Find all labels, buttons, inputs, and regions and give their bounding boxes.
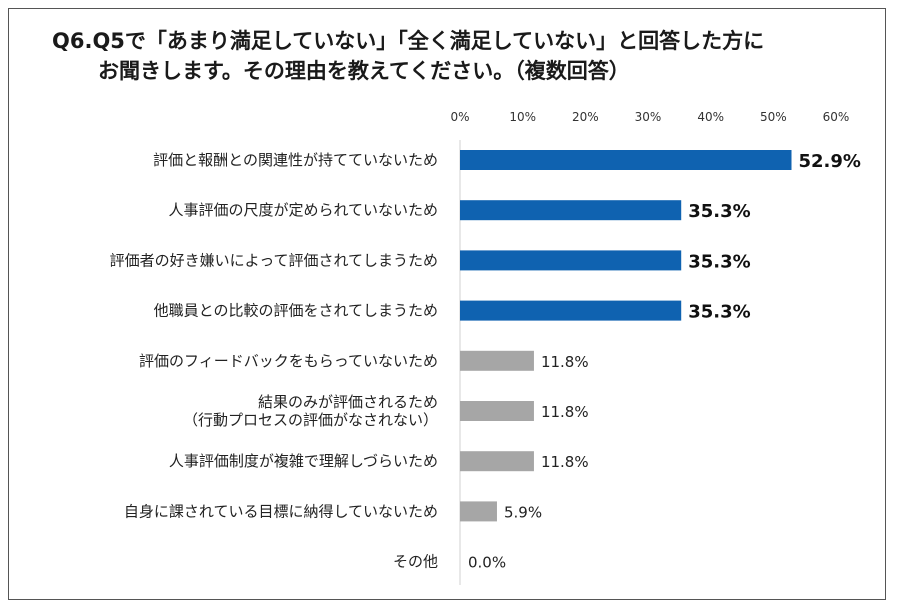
- chart-title: Q6.Q5で「あまり満足していない」「全く満足していない」と回答した方に お聞き…: [52, 26, 764, 86]
- category-label: 人事評価の尺度が定められていないため: [168, 201, 438, 219]
- category-label: 人事評価制度が複雑で理解しづらいため: [169, 452, 438, 470]
- chart-title-line-1: Q6.Q5で「あまり満足していない」「全く満足していない」と回答した方に: [52, 29, 765, 53]
- value-label: 35.3%: [688, 302, 750, 323]
- category-label: （行動プロセスの評価がなされない）: [183, 411, 438, 429]
- x-tick-label: 30%: [635, 110, 662, 124]
- value-label: 11.8%: [541, 453, 589, 471]
- chart-title-line-2: お聞きします。その理由を教えてください。（複数回答）: [98, 59, 630, 83]
- category-label: その他: [393, 553, 438, 571]
- value-label: 11.8%: [541, 403, 589, 421]
- x-tick-label: 60%: [823, 110, 850, 124]
- x-tick-label: 10%: [509, 110, 536, 124]
- bar: [460, 401, 534, 421]
- category-label: 評価者の好き嫌いによって評価されてしまうため: [110, 251, 438, 269]
- x-tick-label: 40%: [697, 110, 724, 124]
- bar: [460, 250, 682, 271]
- bar: [460, 200, 682, 221]
- bar: [460, 451, 534, 472]
- value-label: 35.3%: [688, 251, 750, 272]
- value-label: 52.9%: [799, 151, 861, 172]
- x-tick-label: 50%: [760, 110, 787, 124]
- value-label: 0.0%: [468, 554, 506, 572]
- x-tick-label: 20%: [572, 110, 599, 124]
- category-label: 他職員との比較の評価をされてしまうため: [154, 302, 438, 320]
- category-label: 結果のみが評価されるため: [258, 393, 438, 411]
- x-tick-label: 0%: [450, 110, 469, 124]
- category-label: 評価と報酬との関連性が持てていないため: [153, 151, 438, 169]
- bar: [460, 300, 682, 321]
- value-label: 35.3%: [688, 201, 750, 222]
- bar: [460, 501, 497, 522]
- bar: [460, 350, 534, 371]
- chart-frame: [8, 8, 886, 600]
- category-label: 評価のフィードバックをもらっていないため: [139, 352, 438, 370]
- bar: [460, 150, 792, 170]
- category-label: 自身に課されている目標に納得していないため: [124, 502, 438, 520]
- value-label: 5.9%: [504, 503, 542, 521]
- value-label: 11.8%: [541, 353, 589, 371]
